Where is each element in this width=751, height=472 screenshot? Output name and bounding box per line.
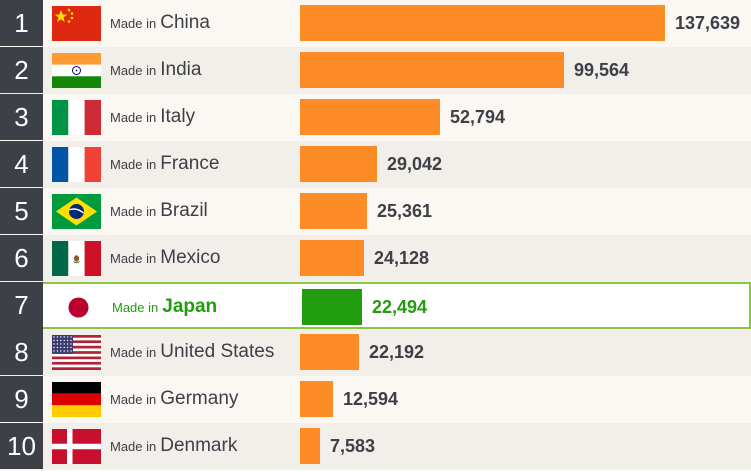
- japan-flag-icon: [54, 290, 103, 325]
- rank-label: 4: [0, 141, 43, 187]
- made-in-prefix: Made in: [110, 438, 157, 454]
- category-label: Made in Mexico: [110, 235, 220, 281]
- country-name: United States: [160, 341, 275, 362]
- category-label: Made in United States: [110, 329, 274, 375]
- country-name: India: [160, 59, 202, 80]
- denmark-flag-icon: [52, 429, 101, 464]
- country-name: China: [160, 12, 210, 33]
- table-row: 4 Made in France 29,042: [0, 141, 751, 188]
- bar: [300, 146, 377, 182]
- rank-label: 1: [0, 0, 43, 46]
- china-flag-icon: [52, 6, 101, 41]
- united-states-flag-icon: [52, 335, 101, 370]
- made-in-prefix: Made in: [110, 15, 157, 31]
- table-row: 1 Made in China 137,639: [0, 0, 751, 47]
- rank-label: 3: [0, 94, 43, 140]
- data-label: 29,042: [387, 153, 443, 174]
- bar: [300, 99, 440, 135]
- bar: [300, 240, 364, 276]
- rank-label: 9: [0, 376, 43, 422]
- bar: [300, 381, 333, 417]
- data-label: 22,192: [369, 341, 425, 362]
- made-in-prefix: Made in: [112, 299, 159, 315]
- country-name: France: [160, 153, 220, 174]
- table-row: 6 Made in Mexico 24,128: [0, 235, 751, 282]
- country-name: Germany: [160, 388, 239, 409]
- rank-label: 7: [0, 282, 43, 329]
- country-name: Japan: [162, 296, 218, 317]
- table-row: 2 Made in India 99,564: [0, 47, 751, 94]
- mexico-flag-icon: [52, 241, 101, 276]
- category-label: Made in India: [110, 47, 201, 93]
- category-label: Made in France: [110, 141, 219, 187]
- rank-label: 8: [0, 329, 43, 375]
- category-label: Made in Germany: [110, 376, 238, 422]
- india-flag-icon: [52, 53, 101, 88]
- country-name: Brazil: [160, 200, 208, 221]
- rank-label: 10: [0, 423, 43, 469]
- category-label: Made in Denmark: [110, 423, 237, 469]
- made-in-prefix: Made in: [110, 62, 157, 78]
- made-in-prefix: Made in: [110, 109, 157, 125]
- bar: [302, 289, 362, 325]
- data-label: 12,594: [343, 388, 399, 409]
- made-in-prefix: Made in: [110, 250, 157, 266]
- bar: [300, 193, 367, 229]
- category-label: Made in Brazil: [110, 188, 208, 234]
- category-label: Made in China: [110, 0, 210, 46]
- bar: [300, 334, 359, 370]
- rank-label: 2: [0, 47, 43, 93]
- data-label: 137,639: [675, 12, 741, 33]
- category-label: Made in Italy: [110, 94, 195, 140]
- country-name: Mexico: [160, 247, 221, 268]
- country-name: Denmark: [160, 435, 238, 456]
- rank-label: 5: [0, 188, 43, 234]
- germany-flag-icon: [52, 382, 101, 417]
- country-name: Italy: [160, 106, 196, 127]
- table-row: 8 Made in United States 22,192: [0, 329, 751, 376]
- data-label: 25,361: [377, 200, 433, 221]
- table-row: 9 Made in Germany 12,594: [0, 376, 751, 423]
- france-flag-icon: [52, 147, 101, 182]
- made-in-prefix: Made in: [110, 203, 157, 219]
- italy-flag-icon: [52, 100, 101, 135]
- table-row: 3 Made in Italy 52,794: [0, 94, 751, 141]
- made-in-prefix: Made in: [110, 344, 157, 360]
- table-row: 5 Made in Brazil 25,361: [0, 188, 751, 235]
- table-row: 7 Made in Japan 22,494: [0, 282, 751, 329]
- category-label: Made in Japan: [112, 284, 217, 330]
- data-label: 99,564: [574, 59, 630, 80]
- made-in-prefix: Made in: [110, 156, 157, 172]
- table-row: 10 Made in Denmark 7,583: [0, 423, 751, 470]
- bar: [300, 5, 665, 41]
- data-label: 22,494: [372, 296, 428, 317]
- bar: [300, 52, 564, 88]
- bar: [300, 428, 320, 464]
- made-in-prefix: Made in: [110, 391, 157, 407]
- data-label: 52,794: [450, 106, 506, 127]
- data-label: 24,128: [374, 247, 430, 268]
- rank-label: 6: [0, 235, 43, 281]
- brazil-flag-icon: [52, 194, 101, 229]
- data-label: 7,583: [330, 435, 376, 456]
